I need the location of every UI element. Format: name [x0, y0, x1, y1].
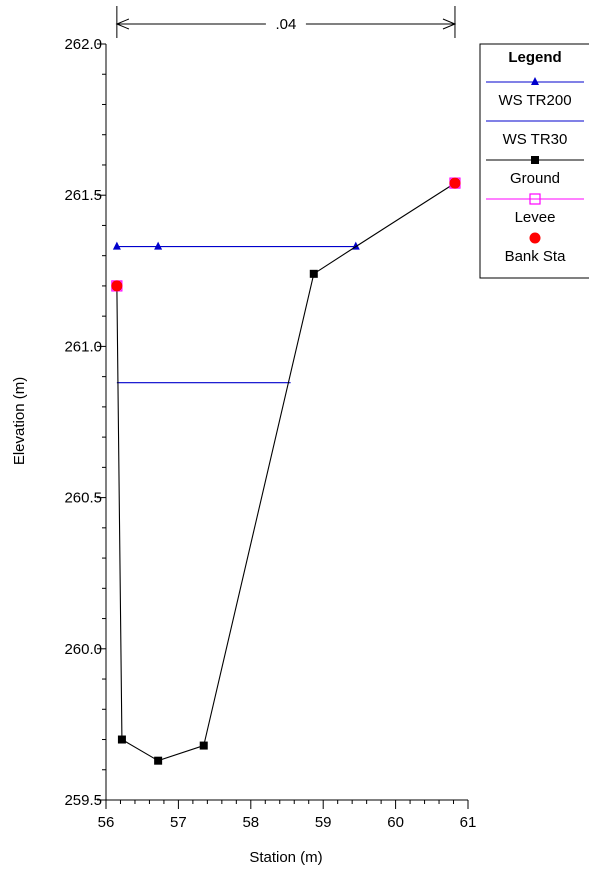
y-tick-label: 259.5 — [64, 792, 102, 809]
x-tick-label: 59 — [315, 814, 332, 831]
ground-point — [199, 741, 208, 750]
x-tick-label: 57 — [170, 814, 187, 831]
legend-label: Bank Sta — [505, 248, 567, 265]
manning-arrow-left — [115, 18, 130, 30]
ground-line — [116, 182, 456, 762]
bank-sta-point — [111, 280, 123, 292]
legend-label: WS TR30 — [503, 131, 568, 148]
legend-entry-ground: Ground — [486, 156, 584, 187]
x-tick-label: 61 — [460, 814, 477, 831]
ground-point — [154, 756, 163, 765]
x-tick-label: 56 — [98, 814, 115, 831]
legend-label: WS TR200 — [498, 92, 571, 109]
legend: Legend WS TR200 WS TR30 Ground Levee Bank Sta — [479, 43, 589, 279]
y-tick-label: 260.5 — [64, 490, 102, 507]
y-axis-ticks: 259.5 260.0 260.5 261.0 261.5 262.0 — [64, 36, 106, 809]
legend-entry-ws-tr30: WS TR30 — [486, 120, 584, 148]
y-axis-title: Elevation (m) — [11, 377, 28, 465]
x-tick-label: 60 — [387, 814, 404, 831]
ground-point — [117, 735, 126, 744]
series-ws-tr200 — [112, 241, 360, 250]
legend-swatch-marker — [531, 77, 539, 85]
ws-tr200-point — [112, 241, 121, 250]
axes — [105, 44, 468, 801]
x-axis-title: Station (m) — [249, 849, 322, 866]
manning-arrow-right — [442, 18, 457, 30]
y-tick-label: 261.0 — [64, 338, 102, 355]
ground-point — [309, 269, 318, 278]
ws-tr200-point — [154, 241, 163, 250]
legend-entry-ws-tr200: WS TR200 — [486, 77, 584, 109]
legend-label: Levee — [515, 209, 556, 226]
x-axis-ticks: 56 57 58 59 60 61 — [98, 800, 477, 831]
x-tick-label: 58 — [242, 814, 259, 831]
y-tick-label: 261.5 — [64, 187, 102, 204]
legend-entry-levee: Levee — [486, 193, 584, 226]
y-tick-label: 260.0 — [64, 641, 102, 658]
legend-swatch-marker — [529, 232, 541, 244]
bank-sta-point — [449, 177, 461, 189]
legend-label: Ground — [510, 170, 560, 187]
series-bank-sta — [111, 177, 461, 292]
series-levee — [111, 177, 461, 292]
legend-swatch-marker — [529, 193, 541, 205]
y-tick-label: 262.0 — [64, 36, 102, 53]
series-layer — [111, 177, 461, 765]
manning-n-label: .04 — [275, 16, 296, 33]
manning-n-dimension: .04 — [115, 6, 457, 38]
legend-swatch-marker — [531, 156, 539, 164]
series-ground — [112, 179, 459, 765]
legend-title: Legend — [508, 49, 561, 66]
legend-entry-bank-sta: Bank Sta — [505, 232, 567, 265]
